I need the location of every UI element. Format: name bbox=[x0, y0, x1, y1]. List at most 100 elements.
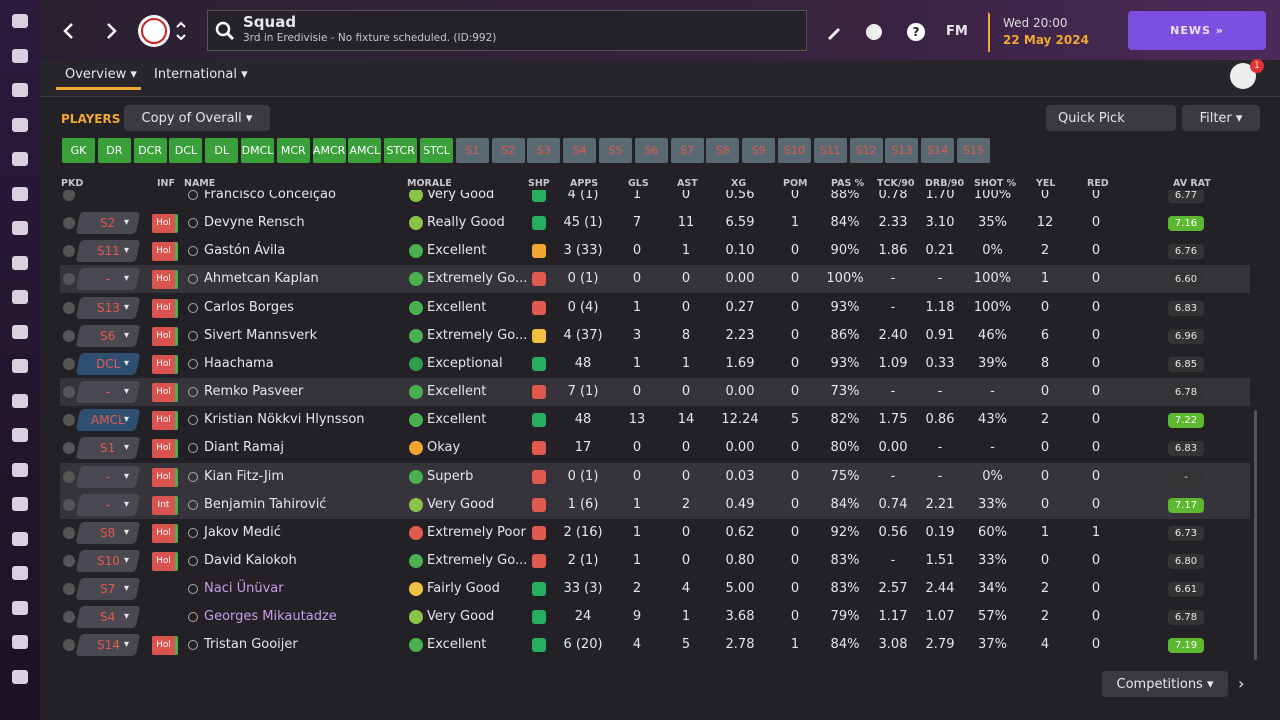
pick-check[interactable] bbox=[63, 273, 75, 286]
player-row[interactable]: S10 ▾ Hol David Kalokoh Extremely Go... 2 (1)… bbox=[60, 547, 1250, 575]
view-dropdown[interactable]: Copy of Overall ▾ bbox=[124, 105, 270, 131]
nav-icon[interactable] bbox=[12, 324, 28, 339]
dropdown-arrow[interactable]: ▾ bbox=[124, 526, 130, 538]
position-button[interactable]: AMCR bbox=[312, 138, 346, 163]
position-button[interactable]: STCR bbox=[384, 138, 418, 163]
column-header[interactable]: TCK/90 bbox=[877, 178, 915, 189]
player-name[interactable]: Diant Ramaj bbox=[204, 440, 285, 456]
position-select[interactable]: S13 bbox=[75, 296, 141, 319]
position-button[interactable]: STCL bbox=[420, 138, 453, 163]
player-name[interactable]: Georges Mikautadze bbox=[204, 609, 337, 625]
position-button[interactable]: DCL bbox=[169, 138, 203, 163]
nav-icon[interactable] bbox=[12, 359, 28, 373]
nav-icon[interactable] bbox=[12, 152, 28, 166]
position-select[interactable]: S10 bbox=[75, 549, 141, 572]
column-header[interactable]: POM bbox=[783, 178, 808, 189]
quick-pick[interactable]: Quick Pick bbox=[1046, 105, 1176, 131]
player-row[interactable]: S14 ▾ Hol Tristan Gooijer Excellent 6 (20) 4 5 2… bbox=[60, 631, 1250, 659]
column-header[interactable]: MORALE bbox=[407, 178, 452, 189]
dropdown-arrow[interactable]: ▾ bbox=[124, 498, 130, 510]
tab[interactable]: International ▾ bbox=[154, 67, 248, 82]
column-header[interactable]: DRB/90 bbox=[925, 178, 965, 189]
player-row[interactable]: - ▾ Int Benjamin Tahirović Very Good 1 (6) 1 2 0… bbox=[60, 490, 1250, 519]
search-box[interactable] bbox=[207, 10, 807, 51]
position-button[interactable]: DCR bbox=[133, 138, 167, 163]
position-button[interactable]: S9 bbox=[742, 138, 776, 163]
news-button[interactable]: NEWS » bbox=[1128, 11, 1266, 50]
player-row[interactable]: - ▾ Hol Kian Fitz-Jim Superb 0 (1) 0 0 0.03 0 75% -… bbox=[60, 462, 1250, 491]
pick-check[interactable] bbox=[63, 245, 75, 258]
position-select[interactable]: - bbox=[75, 268, 141, 291]
player-row[interactable]: S1 ▾ Hol Diant Ramaj Okay 17 0 0 0.00 0 80% 0.00 - - 0… bbox=[60, 434, 1250, 462]
header-icons[interactable]: ? bbox=[826, 22, 936, 42]
pick-check[interactable] bbox=[63, 357, 75, 370]
dropdown-arrow[interactable]: ▾ bbox=[124, 442, 130, 454]
position-button[interactable]: S3 bbox=[527, 138, 561, 163]
tab[interactable]: Overview ▾ bbox=[65, 67, 137, 82]
player-name[interactable]: Gastón Ávila bbox=[204, 243, 286, 259]
nav-icon[interactable] bbox=[12, 83, 28, 97]
pick-check[interactable] bbox=[63, 386, 75, 399]
player-name[interactable]: Tristan Gooijer bbox=[204, 637, 298, 653]
position-select[interactable]: S14 bbox=[75, 634, 141, 657]
nav-icon[interactable] bbox=[12, 428, 28, 442]
nav-icon[interactable] bbox=[12, 48, 28, 63]
pick-check[interactable] bbox=[63, 190, 75, 201]
position-select[interactable]: S2 bbox=[75, 212, 141, 235]
club-badge[interactable] bbox=[137, 13, 189, 49]
dropdown-arrow[interactable]: ▾ bbox=[124, 273, 130, 285]
column-header[interactable]: PAS % bbox=[831, 178, 865, 189]
position-button[interactable]: DL bbox=[205, 138, 239, 163]
nav-icon[interactable] bbox=[12, 566, 28, 580]
nav-icon[interactable] bbox=[12, 600, 28, 615]
player-row[interactable]: DCL ▾ Hol Haachama Exceptional 48 1 1 1.69 0 93% 1.… bbox=[60, 350, 1250, 378]
dropdown-arrow[interactable]: ▾ bbox=[124, 357, 130, 369]
dropdown-arrow[interactable]: ▾ bbox=[124, 414, 130, 426]
position-select[interactable]: S11 bbox=[75, 240, 141, 263]
pick-check[interactable] bbox=[63, 639, 75, 652]
next-arrow[interactable]: › bbox=[1238, 674, 1245, 693]
player-row[interactable]: S8 ▾ Hol Jakov Medić Extremely Poor 2 (16) 1 0 0… bbox=[60, 519, 1250, 547]
nav-icon[interactable] bbox=[12, 290, 28, 304]
player-name[interactable]: Remko Pasveer bbox=[204, 384, 304, 400]
position-select[interactable]: AMCL bbox=[75, 409, 141, 432]
nav-icon[interactable] bbox=[12, 462, 28, 477]
nav-icon[interactable] bbox=[12, 117, 28, 132]
pick-check[interactable] bbox=[63, 301, 75, 314]
column-header[interactable]: NAME bbox=[184, 178, 216, 189]
column-header[interactable]: AV RAT bbox=[1173, 178, 1211, 189]
player-row[interactable]: - ▾ Hol Remko Pasveer Excellent 7 (1) 0 0 0.00 0 7… bbox=[60, 378, 1250, 407]
pick-check[interactable] bbox=[63, 217, 75, 230]
column-header[interactable]: INF bbox=[157, 178, 175, 189]
position-select[interactable]: S6 bbox=[75, 324, 141, 347]
player-name[interactable]: Haachama bbox=[204, 355, 274, 371]
position-button[interactable]: DR bbox=[97, 138, 131, 163]
nav-icon[interactable] bbox=[12, 669, 28, 684]
position-button[interactable]: S15 bbox=[957, 138, 990, 163]
position-select[interactable]: - bbox=[75, 465, 141, 488]
dropdown-arrow[interactable]: ▾ bbox=[124, 386, 130, 398]
column-header[interactable]: AST bbox=[677, 178, 698, 189]
player-row[interactable]: Francisco Conceição Very Good 4 (1) 1 0 0.56 0… bbox=[60, 190, 1250, 209]
player-name[interactable]: Kristian Nökkvi Hlynsson bbox=[204, 412, 365, 428]
player-row[interactable]: S13 ▾ Hol Carlos Borges Excellent 0 (4) 1 0 0.27… bbox=[60, 294, 1250, 322]
competitions-dropdown[interactable]: Competitions ▾ bbox=[1102, 671, 1228, 697]
position-select[interactable]: - bbox=[75, 381, 141, 404]
position-select[interactable]: DCL bbox=[75, 352, 141, 375]
player-name[interactable]: Kian Fitz-Jim bbox=[204, 468, 285, 484]
position-button[interactable]: S7 bbox=[670, 138, 704, 163]
fm-logo[interactable]: FM bbox=[946, 24, 968, 39]
pick-check[interactable] bbox=[63, 554, 75, 567]
position-button[interactable]: S4 bbox=[563, 138, 597, 163]
column-header[interactable]: APPS bbox=[570, 178, 599, 189]
position-select[interactable]: - bbox=[75, 493, 141, 516]
player-name[interactable]: Jakov Medić bbox=[204, 524, 281, 540]
dropdown-arrow[interactable]: ▾ bbox=[124, 217, 130, 229]
nav-icon[interactable] bbox=[12, 221, 28, 235]
pick-check[interactable] bbox=[63, 583, 75, 596]
player-name[interactable]: Carlos Borges bbox=[204, 299, 294, 315]
position-button[interactable]: S6 bbox=[634, 138, 668, 163]
position-button[interactable]: AMCL bbox=[348, 138, 382, 163]
player-name[interactable]: Benjamin Tahirović bbox=[204, 496, 327, 512]
player-row[interactable]: S11 ▾ Hol Gastón Ávila Excellent 3 (33) 0 1 0.10… bbox=[60, 237, 1250, 265]
